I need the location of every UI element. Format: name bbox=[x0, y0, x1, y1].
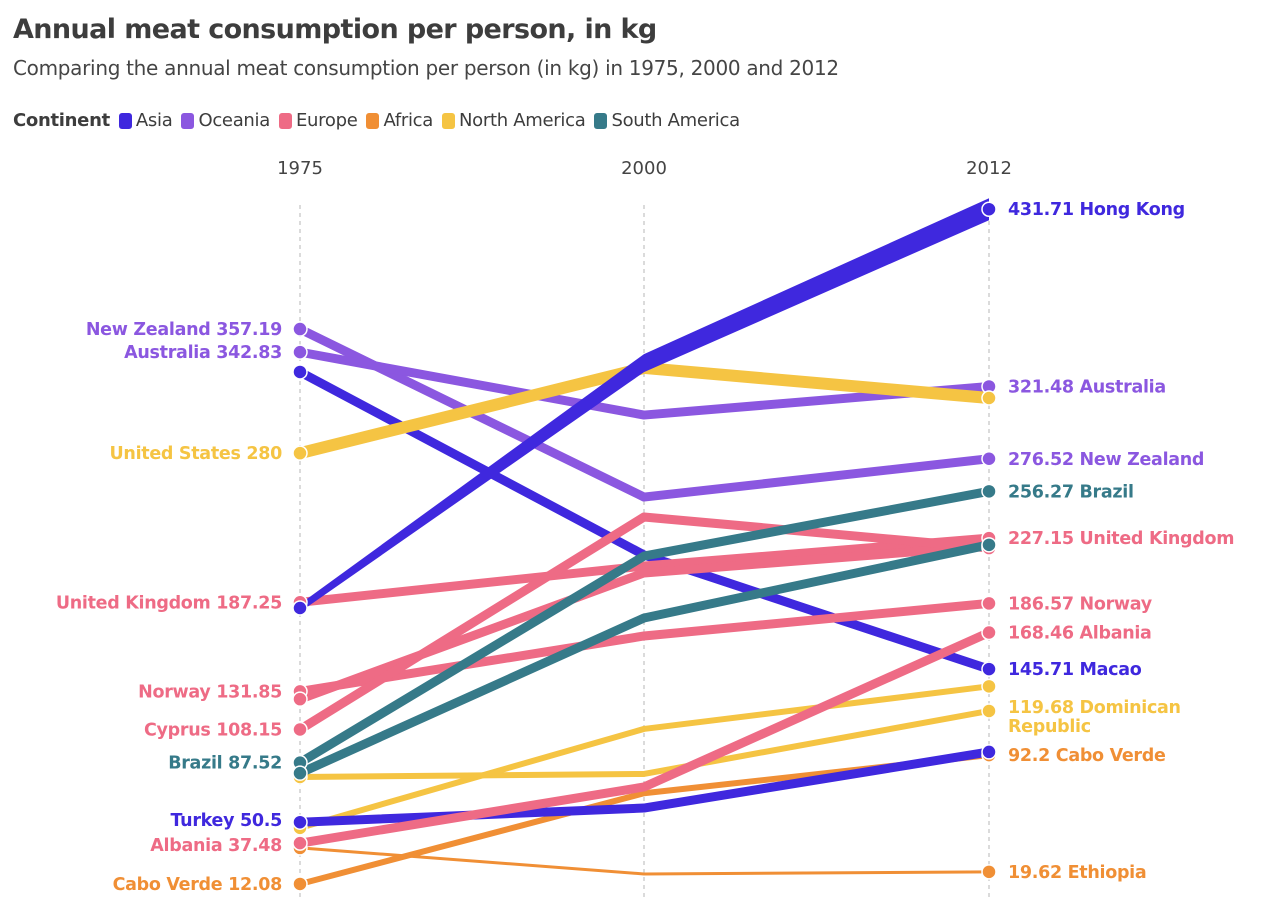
legend-label: Africa bbox=[383, 110, 434, 131]
series-line-hong-kong[interactable] bbox=[300, 198, 989, 613]
label-left-australia: Australia 342.83 bbox=[124, 343, 282, 363]
year-label-2012: 2012 bbox=[966, 158, 1012, 179]
legend-swatch bbox=[366, 112, 380, 129]
label-left-albania: Albania 37.48 bbox=[150, 836, 282, 856]
point-turkey-2012[interactable] bbox=[981, 744, 997, 760]
legend-item-south-america[interactable]: South America bbox=[594, 110, 740, 131]
year-axis-labels: 1975 2000 2012 bbox=[277, 158, 1012, 179]
legend: Continent Asia Oceania Europe Africa Nor… bbox=[13, 110, 749, 131]
legend-swatch bbox=[278, 112, 292, 129]
point-hong-kong-2012[interactable] bbox=[981, 201, 997, 217]
label-right-hong-kong: 431.71 Hong Kong bbox=[1008, 200, 1185, 220]
series-line-australia[interactable] bbox=[299, 347, 990, 420]
legend-item-oceania[interactable]: Oceania bbox=[181, 110, 270, 131]
year-label-1975: 1975 bbox=[277, 158, 323, 179]
label-right-ethiopia: 19.62 Ethiopia bbox=[1008, 863, 1146, 883]
label-left-turkey: Turkey 50.5 bbox=[170, 811, 282, 831]
point-hong-kong-1975[interactable] bbox=[292, 600, 308, 616]
point-dominican-republic-2012[interactable] bbox=[981, 703, 997, 719]
series-line-albania[interactable] bbox=[299, 628, 991, 848]
label-right-brazil: 256.27 Brazil bbox=[1008, 482, 1134, 502]
label-left-new-zealand: New Zealand 357.19 bbox=[86, 320, 282, 340]
legend-label: Oceania bbox=[198, 110, 270, 131]
point-albania-1975[interactable] bbox=[292, 835, 308, 851]
point-cyprus-1975[interactable] bbox=[292, 721, 308, 738]
point-south-america-unlabeled-2012[interactable] bbox=[981, 537, 997, 553]
legend-swatch bbox=[181, 112, 195, 129]
point-united-states-2012[interactable] bbox=[981, 390, 997, 406]
series-line-brazil[interactable] bbox=[297, 486, 990, 767]
label-right-australia: 321.48 Australia bbox=[1008, 377, 1166, 397]
label-right-dominican-republic-cont: Republic bbox=[1008, 717, 1091, 737]
legend-label: Europe bbox=[295, 110, 358, 131]
point-macao-2012[interactable] bbox=[981, 661, 997, 677]
legend-label: North America bbox=[459, 110, 586, 131]
legend-label: South America bbox=[611, 110, 740, 131]
label-right-cabo-verde: 92.2 Cabo Verde bbox=[1008, 746, 1166, 766]
label-right-norway: 186.57 Norway bbox=[1008, 594, 1153, 614]
series-line-cyprus[interactable] bbox=[297, 512, 990, 734]
series-lines bbox=[297, 198, 991, 887]
series-points bbox=[292, 201, 997, 892]
chart-title: Annual meat consumption per person, in k… bbox=[13, 14, 657, 45]
legend-title: Continent bbox=[13, 110, 110, 131]
point-united-states-1975[interactable] bbox=[292, 445, 308, 461]
label-right-new-zealand: 276.52 New Zealand bbox=[1008, 450, 1204, 470]
point-norway-2012[interactable] bbox=[981, 595, 997, 612]
legend-item-europe[interactable]: Europe bbox=[278, 110, 358, 131]
series-line-north-america-unlabeled[interactable] bbox=[299, 683, 990, 831]
point-south-america-unlabeled-1975[interactable] bbox=[292, 765, 308, 781]
label-right-united-kingdom: 227.15 United Kingdom bbox=[1008, 529, 1234, 549]
chart-subtitle: Comparing the annual meat consumption pe… bbox=[13, 56, 839, 80]
legend-swatch bbox=[118, 112, 132, 129]
series-line-south-america-unlabeled[interactable] bbox=[298, 540, 990, 778]
series-labels: 431.71 Hong Kong 145.71 Macao Turkey 50.5 N… bbox=[56, 200, 1235, 895]
point-europe-unlabeled-1975[interactable] bbox=[292, 691, 308, 707]
legend-swatch bbox=[442, 112, 456, 129]
label-left-united-states: United States 280 bbox=[110, 444, 283, 464]
point-new-zealand-2012[interactable] bbox=[981, 451, 997, 467]
series-line-turkey[interactable] bbox=[299, 747, 990, 827]
point-north-america-unlabeled-2012[interactable] bbox=[981, 678, 997, 695]
series-line-dominican-republic[interactable] bbox=[299, 708, 990, 781]
label-right-macao: 145.71 Macao bbox=[1008, 660, 1142, 680]
label-right-dominican-republic: 119.68 Dominican bbox=[1008, 698, 1181, 718]
point-brazil-2012[interactable] bbox=[981, 483, 997, 500]
label-left-cabo-verde: Cabo Verde 12.08 bbox=[113, 875, 283, 895]
point-australia-1975[interactable] bbox=[292, 344, 308, 360]
legend-item-africa[interactable]: Africa bbox=[366, 110, 433, 131]
legend-item-asia[interactable]: Asia bbox=[118, 110, 173, 131]
point-new-zealand-1975[interactable] bbox=[292, 321, 308, 337]
point-macao-1975[interactable] bbox=[292, 364, 308, 380]
year-label-2000: 2000 bbox=[621, 158, 667, 179]
point-albania-2012[interactable] bbox=[981, 624, 997, 641]
point-cabo-verde-1975[interactable] bbox=[292, 876, 308, 892]
label-left-norway: Norway 131.85 bbox=[138, 682, 282, 702]
legend-swatch bbox=[594, 112, 608, 129]
legend-item-north-america[interactable]: North America bbox=[442, 110, 586, 131]
point-ethiopia-2012[interactable] bbox=[981, 864, 997, 880]
series-line-united-kingdom[interactable] bbox=[299, 533, 990, 607]
label-left-cyprus: Cyprus 108.15 bbox=[144, 720, 282, 740]
series-line-norway[interactable] bbox=[299, 598, 990, 696]
series-line-new-zealand[interactable] bbox=[298, 324, 990, 502]
label-right-albania: 168.46 Albania bbox=[1008, 624, 1152, 644]
point-turkey-1975[interactable] bbox=[292, 814, 308, 830]
label-left-united-kingdom: United Kingdom 187.25 bbox=[56, 593, 282, 613]
label-left-brazil: Brazil 87.52 bbox=[168, 754, 282, 774]
legend-label: Asia bbox=[135, 110, 173, 131]
